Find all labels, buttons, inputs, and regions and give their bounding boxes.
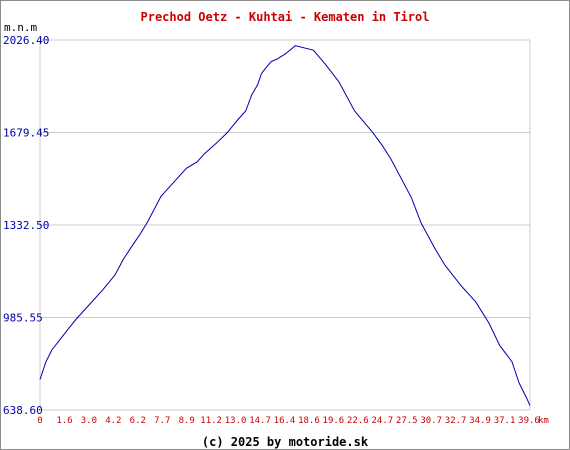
x-tick-label: 14.7 [249, 416, 271, 426]
y-tick-label: 2026.40 [3, 34, 49, 47]
x-tick-label: 30.7 [420, 416, 442, 426]
x-tick-label: 37.1 [494, 416, 516, 426]
y-tick-labels: 638.60 985.55 1332.50 1679.45 2026.40 [3, 34, 49, 417]
x-tick-label: 39.6 [518, 416, 540, 426]
x-tick-label: 11.2 [200, 416, 222, 426]
x-tick-label: 32.7 [445, 416, 467, 426]
x-tick-label: 7.7 [154, 416, 170, 426]
x-tick-label: 24.7 [371, 416, 393, 426]
y-tick-label: 1332.50 [3, 219, 49, 232]
elevation-line [39, 45, 531, 406]
x-tick-label: 22.6 [347, 416, 369, 426]
x-tick-labels: 0 1.6 3.0 4.2 6.2 7.7 8.9 11.2 13.0 14.7 16.4 18.6 1… [37, 416, 540, 426]
x-tick-label: 16.4 [274, 416, 296, 426]
y-axis-unit-label: m.n.m [4, 21, 37, 34]
x-tick-label: 1.6 [56, 416, 72, 426]
chart-title: Prechod Oetz - Kuhtai - Kematen in Tirol [141, 10, 430, 24]
x-axis-unit-label: km [538, 416, 549, 426]
y-tick-label: 985.55 [3, 312, 43, 325]
y-tick-label: 1679.45 [3, 127, 49, 140]
x-tick-label: 3.0 [81, 416, 97, 426]
x-tick-label: 13.0 [225, 416, 247, 426]
x-tick-label: 6.2 [130, 416, 146, 426]
grid-lines [39, 39, 531, 411]
x-tick-label: 4.2 [105, 416, 121, 426]
x-tick-label: 34.9 [469, 416, 491, 426]
x-tick-label: 0 [37, 416, 42, 426]
y-tick-label: 638.60 [3, 404, 43, 417]
x-tick-label: 19.6 [323, 416, 345, 426]
x-tick-label: 8.9 [179, 416, 195, 426]
x-tick-label: 18.6 [298, 416, 320, 426]
copyright-footer: (c) 2025 by motoride.sk [202, 435, 369, 449]
x-tick-label: 27.5 [396, 416, 418, 426]
